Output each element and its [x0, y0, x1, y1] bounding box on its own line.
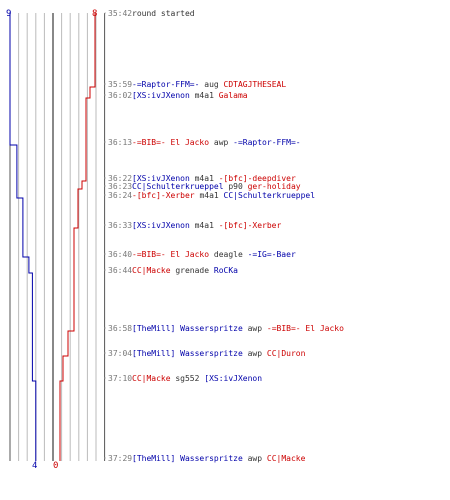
event-row: 37:10 CC|Macke sg552 [XS:ivJXenon [104, 374, 262, 383]
red-player-name: -[bfc]-Xerber [132, 191, 195, 200]
red-player-name: ger-holiday [248, 182, 301, 191]
event-time: 36:23 [108, 182, 132, 191]
event-text: [XS:ivJXenon m4a1 -[bfc]-Xerber [132, 221, 282, 230]
event-detail: m4a1 [195, 191, 224, 200]
blue-player-name: [XS:ivJXenon [132, 221, 190, 230]
event-text: -[bfc]-Xerber m4a1 CC|Schulterkrueppel [132, 191, 315, 200]
event-row: 36:02 [XS:ivJXenon m4a1 Galama [104, 91, 248, 100]
event-row: 37:29 [TheMill] Wasserspritze awp CC|Mack… [104, 454, 306, 463]
red-player-name: CDTAGJTHESEAL [224, 80, 287, 89]
event-text: round started [132, 9, 195, 18]
event-text: [TheMill] Wasserspritze awp -=BIB=- El J… [132, 324, 344, 333]
event-detail: grenade [171, 266, 214, 275]
red-player-name: -=BIB=- El Jacko [132, 250, 209, 259]
event-text: [XS:ivJXenon m4a1 Galama [132, 91, 248, 100]
event-time: 35:59 [108, 80, 132, 89]
red-team-alive-line [59, 13, 96, 461]
event-time: 35:42 [108, 9, 132, 18]
event-text: -=Raptor-FFM=- aug CDTAGJTHESEAL [132, 80, 286, 89]
event-time: 37:10 [108, 374, 132, 383]
blue-player-name: [XS:ivJXenon [204, 374, 262, 383]
blue-player-name: RoCKa [214, 266, 238, 275]
blue-player-name: -=Raptor-FFM=- [132, 80, 199, 89]
event-row: 36:23 CC|Schulterkrueppel p90 ger-holiday [104, 182, 301, 191]
blue-team-start-count: 9 [6, 9, 11, 19]
red-team-end-count: 0 [53, 461, 58, 471]
event-detail: sg552 [171, 374, 205, 383]
event-text: [XS:ivJXenon m4a1 -[bfc]-deepdiver [132, 174, 296, 183]
blue-player-name: [TheMill] Wasserspritze [132, 324, 243, 333]
event-row: 36:24 -[bfc]-Xerber m4a1 CC|Schulterkruep… [104, 191, 315, 200]
event-time: 36:58 [108, 324, 132, 333]
red-player-name: -[bfc]-Xerber [219, 221, 282, 230]
event-text: CC|Macke grenade RoCKa [132, 266, 238, 275]
event-detail: m4a1 [190, 91, 219, 100]
event-detail: round started [132, 9, 195, 18]
blue-player-name: CC|Schulterkrueppel [224, 191, 316, 200]
event-text: -=BIB=- El Jacko awp -=Raptor-FFM=- [132, 138, 301, 147]
event-detail: deagle [209, 250, 248, 259]
event-detail: awp [243, 454, 267, 463]
event-time: 36:13 [108, 138, 132, 147]
event-detail: m4a1 [190, 174, 219, 183]
red-player-name: CC|Duron [267, 349, 306, 358]
event-detail: awp [243, 349, 267, 358]
red-player-name: CC|Macke [267, 454, 306, 463]
blue-player-name: [TheMill] Wasserspritze [132, 349, 243, 358]
event-row: 37:04 [TheMill] Wasserspritze awp CC|Duro… [104, 349, 306, 358]
event-row: 36:40 -=BIB=- El Jacko deagle -=IG=-Baer [104, 250, 296, 259]
red-team-start-count: 8 [92, 9, 97, 19]
blue-player-name: -=IG=-Baer [248, 250, 296, 259]
event-row: 36:44 CC|Macke grenade RoCKa [104, 266, 238, 275]
event-time: 36:22 [108, 174, 132, 183]
event-text: CC|Schulterkrueppel p90 ger-holiday [132, 182, 301, 191]
blue-player-name: -=Raptor-FFM=- [233, 138, 300, 147]
event-time: 36:40 [108, 250, 132, 259]
event-row: 36:13 -=BIB=- El Jacko awp -=Raptor-FFM=- [104, 138, 301, 147]
event-row: 35:59 -=Raptor-FFM=- aug CDTAGJTHESEAL [104, 80, 286, 89]
event-row: 36:58 [TheMill] Wasserspritze awp -=BIB=-… [104, 324, 344, 333]
event-time: 36:02 [108, 91, 132, 100]
blue-player-name: [XS:ivJXenon [132, 174, 190, 183]
blue-team-alive-line [9, 13, 37, 461]
timeline-grid [9, 13, 106, 461]
event-text: [TheMill] Wasserspritze awp CC|Duron [132, 349, 306, 358]
event-time: 37:04 [108, 349, 132, 358]
event-text: CC|Macke sg552 [XS:ivJXenon [132, 374, 262, 383]
event-detail: awp [243, 324, 267, 333]
red-player-name: -[bfc]-deepdiver [219, 174, 296, 183]
blue-player-name: [TheMill] Wasserspritze [132, 454, 243, 463]
event-detail: awp [209, 138, 233, 147]
red-player-name: CC|Macke [132, 374, 171, 383]
event-text: -=BIB=- El Jacko deagle -=IG=-Baer [132, 250, 296, 259]
red-player-name: -=BIB=- El Jacko [267, 324, 344, 333]
event-row: 36:22 [XS:ivJXenon m4a1 -[bfc]-deepdiver [104, 174, 296, 183]
blue-player-name: CC|Schulterkrueppel [132, 182, 224, 191]
event-time: 37:29 [108, 454, 132, 463]
red-player-name: CC|Macke [132, 266, 171, 275]
event-row: 35:42 round started [104, 9, 195, 18]
event-detail: aug [199, 80, 223, 89]
blue-team-end-count: 4 [32, 461, 37, 471]
event-time: 36:33 [108, 221, 132, 230]
blue-player-name: [XS:ivJXenon [132, 91, 190, 100]
event-time: 36:24 [108, 191, 132, 200]
event-time: 36:44 [108, 266, 132, 275]
event-row: 36:33 [XS:ivJXenon m4a1 -[bfc]-Xerber [104, 221, 282, 230]
red-player-name: -=BIB=- El Jacko [132, 138, 209, 147]
event-detail: p90 [224, 182, 248, 191]
event-detail: m4a1 [190, 221, 219, 230]
red-player-name: Galama [219, 91, 248, 100]
event-text: [TheMill] Wasserspritze awp CC|Macke [132, 454, 306, 463]
